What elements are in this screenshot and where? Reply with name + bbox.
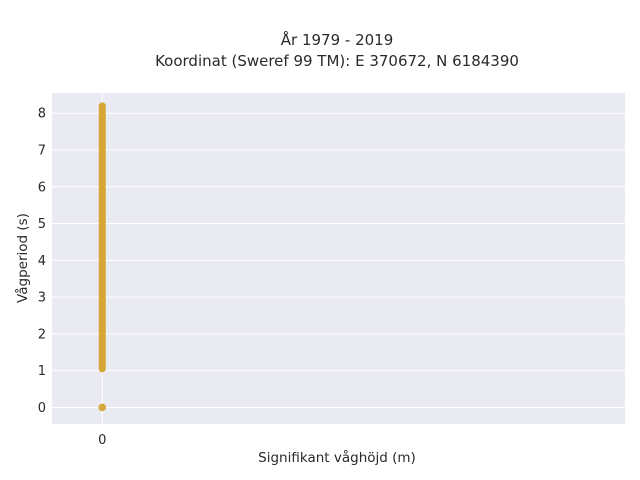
y-tick-label: 3 (38, 291, 46, 306)
y-axis-ticks: 0 1 2 3 4 5 6 7 8 (38, 107, 46, 416)
x-tick-label: 0 (98, 433, 106, 448)
data-point-cluster (98, 102, 106, 373)
chart-subtitle: Koordinat (Sweref 99 TM): E 370672, N 61… (155, 52, 519, 70)
y-tick-label: 8 (38, 107, 46, 122)
x-axis-label: Signifikant våghöjd (m) (258, 449, 416, 466)
y-tick-label: 4 (38, 254, 46, 269)
y-tick-label: 1 (38, 364, 46, 379)
y-tick-label: 2 (38, 327, 46, 342)
y-tick-label: 0 (38, 401, 46, 416)
y-tick-label: 7 (38, 144, 46, 159)
y-axis-label: Vågperiod (s) (14, 213, 31, 303)
chart-title: År 1979 - 2019 (281, 30, 394, 49)
data-point (98, 403, 107, 412)
data-points (98, 102, 107, 412)
x-axis-ticks: 00,010,020,030,040,05 (98, 433, 106, 448)
y-tick-label: 6 (38, 180, 46, 195)
y-tick-label: 5 (38, 217, 46, 232)
plot-area (52, 93, 625, 424)
gridlines (52, 93, 625, 424)
